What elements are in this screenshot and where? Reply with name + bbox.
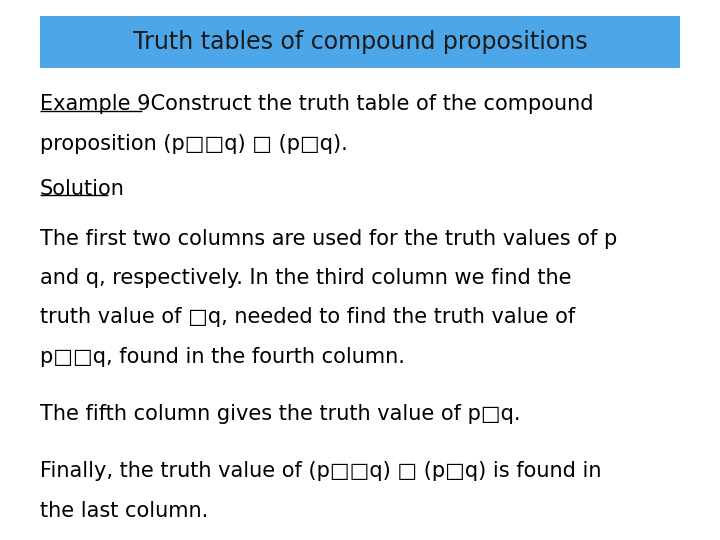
Text: p□□q, found in the fourth column.: p□□q, found in the fourth column. [40,347,405,367]
Text: Finally, the truth value of (p□□q) □ (p□q) is found in: Finally, the truth value of (p□□q) □ (p□… [40,461,601,481]
Text: and q, respectively. In the third column we find the: and q, respectively. In the third column… [40,268,571,288]
Text: The fifth column gives the truth value of p□q.: The fifth column gives the truth value o… [40,404,520,424]
Text: Construct the truth table of the compound: Construct the truth table of the compoun… [144,94,593,114]
Text: proposition (p□□q) □ (p□q).: proposition (p□□q) □ (p□q). [40,134,347,154]
Text: the last column.: the last column. [40,501,208,521]
Text: Solution: Solution [40,179,125,199]
Text: The first two columns are used for the truth values of p: The first two columns are used for the t… [40,228,617,248]
Text: Example 9: Example 9 [40,94,150,114]
FancyBboxPatch shape [40,16,680,68]
Text: Truth tables of compound propositions: Truth tables of compound propositions [132,30,588,54]
Text: truth value of □q, needed to find the truth value of: truth value of □q, needed to find the tr… [40,307,575,327]
